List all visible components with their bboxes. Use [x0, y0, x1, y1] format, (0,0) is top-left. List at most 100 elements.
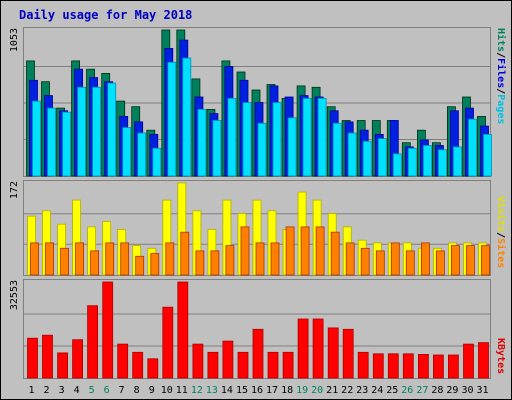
legend-files: Files	[495, 58, 507, 88]
top-pages-bar-day-28	[437, 149, 447, 177]
top-pages-bar-day-22	[347, 132, 357, 177]
legend-pages: Pages	[495, 94, 506, 124]
top-pages-bar-day-2	[47, 107, 56, 177]
bottom-kbytes-bar-day-10	[162, 306, 174, 379]
x-tick-label-day-22: 22	[341, 385, 353, 396]
bottom-kbytes-bar-day-3	[57, 352, 68, 379]
top-pages-bar-day-10	[167, 61, 177, 177]
middle-sites-bar-day-15	[240, 226, 250, 276]
x-tick-label-day-31: 31	[476, 385, 488, 396]
top-pages-bar-day-13	[212, 120, 222, 177]
middle-sites-bar-day-3	[60, 247, 69, 276]
top-pages-bar-day-12	[197, 109, 207, 177]
x-tick-label-day-12: 12	[191, 385, 203, 396]
bottom-kbytes-bar-day-5	[87, 305, 98, 379]
x-tick-label-day-6: 6	[104, 385, 110, 396]
middle-sites-bar-day-21	[330, 231, 340, 276]
top-pages-bar-day-25	[392, 153, 402, 177]
middle-sites-bar-day-23	[360, 247, 370, 276]
top-pages-bar-day-17	[272, 102, 282, 177]
bottom-kbytes-bar-day-28	[432, 354, 444, 379]
bottom-kbytes-bar-day-24	[372, 353, 384, 379]
middle-sites-bar-day-30	[466, 245, 475, 276]
x-tick-label-day-1: 1	[28, 385, 34, 396]
top-pages-bar-day-4	[77, 86, 86, 177]
top-pages-bar-day-16	[257, 122, 267, 177]
x-tick-label-day-14: 14	[221, 385, 233, 396]
top-pages-bar-day-29	[452, 146, 462, 177]
x-tick-label-day-2: 2	[43, 385, 49, 396]
x-tick-label-day-9: 9	[149, 385, 155, 396]
x-tick-label-day-29: 29	[446, 385, 458, 396]
middle-sites-bar-day-31	[481, 245, 490, 276]
x-tick-label-day-25: 25	[386, 385, 398, 396]
x-tick-label-day-7: 7	[119, 385, 125, 396]
middle-sites-bar-day-18	[285, 226, 295, 276]
middle-right-legend: Visits/Sites	[495, 196, 507, 268]
legend-hits: Hits	[495, 28, 507, 52]
bottom-kbytes-bar-day-21	[327, 327, 339, 379]
middle-sites-bar-day-2	[45, 242, 54, 276]
top-pages-bar-day-26	[407, 147, 417, 177]
middle-sites-bar-day-6	[105, 242, 115, 276]
top-pages-bar-day-15	[242, 102, 252, 177]
x-tick-label-day-4: 4	[74, 385, 80, 396]
bottom-kbytes-bar-day-13	[207, 351, 219, 379]
bottom-kbytes-bar-day-9	[147, 358, 159, 379]
bottom-kbytes-bar-day-26	[402, 353, 414, 379]
x-tick-label-day-20: 20	[311, 385, 323, 396]
middle-sites-bar-day-29	[450, 245, 460, 276]
middle-sites-bar-day-4	[75, 242, 84, 276]
top-pages-bar-day-9	[152, 147, 162, 177]
bottom-kbytes-bar-day-6	[102, 281, 114, 379]
bottom-kbytes-bar-day-25	[387, 353, 399, 379]
bottom-kbytes-bar-day-8	[132, 351, 144, 379]
middle-sites-bar-day-20	[315, 226, 325, 276]
middle-sites-bar-day-22	[345, 242, 355, 276]
middle-sites-bar-day-25	[390, 242, 400, 276]
top-pages-bar-day-6	[107, 82, 117, 177]
bars	[26, 29, 492, 379]
middle-sites-bar-day-19	[300, 226, 310, 276]
bottom-kbytes-bar-day-17	[267, 351, 279, 379]
x-tick-label-day-8: 8	[134, 385, 140, 396]
legend-separator: /	[495, 88, 506, 94]
bottom-kbytes-bar-day-2	[42, 334, 53, 379]
top-pages-bar-day-3	[62, 111, 71, 177]
bottom-kbytes-bar-day-27	[417, 353, 429, 379]
x-tick-label-day-30: 30	[461, 385, 473, 396]
bottom-kbytes-bar-day-1	[27, 337, 38, 379]
x-tick-label-day-17: 17	[266, 385, 278, 396]
top-pages-bar-day-19	[302, 98, 312, 177]
middle-sites-bar-day-1	[30, 242, 39, 276]
x-tick-label-day-10: 10	[161, 385, 173, 396]
x-tick-label-day-27: 27	[416, 385, 428, 396]
bottom-kbytes-bar-day-7	[117, 343, 129, 379]
bottom-kbytes-bar-day-23	[357, 351, 369, 379]
middle-sites-bar-day-16	[255, 242, 265, 276]
top-pages-bar-day-8	[137, 132, 147, 177]
top-pages-bar-day-5	[92, 86, 101, 177]
middle-sites-bar-day-14	[225, 245, 235, 276]
x-tick-label-day-13: 13	[206, 385, 218, 396]
x-tick-label-day-26: 26	[401, 385, 413, 396]
top-pages-bar-day-18	[287, 117, 297, 177]
x-axis-labels: 1 2 3 4 5 6 7 8 9 10 11 12 13 14 15 16 17 18 19 20 21 22 23 24 2…	[28, 385, 488, 396]
x-tick-label-day-21: 21	[326, 385, 338, 396]
bottom-kbytes-bar-day-31	[478, 342, 489, 379]
middle-sites-bar-day-27	[420, 242, 430, 276]
x-tick-label-day-16: 16	[251, 385, 263, 396]
top-pages-bar-day-31	[483, 133, 492, 177]
bottom-right-legend: KBytes	[495, 338, 506, 374]
middle-sites-bar-day-26	[405, 250, 415, 276]
top-pages-bar-day-24	[377, 138, 387, 177]
legend-kbytes: KBytes	[495, 338, 506, 374]
bottom-kbytes-bar-day-11	[177, 281, 189, 379]
legend-separator: /	[495, 232, 506, 238]
x-tick-label-day-5: 5	[89, 385, 95, 396]
top-pages-bar-day-11	[182, 57, 192, 177]
bottom-kbytes-bar-day-4	[72, 339, 83, 379]
legend-sites: Sites	[495, 238, 507, 268]
top-pages-bar-day-23	[362, 140, 372, 177]
